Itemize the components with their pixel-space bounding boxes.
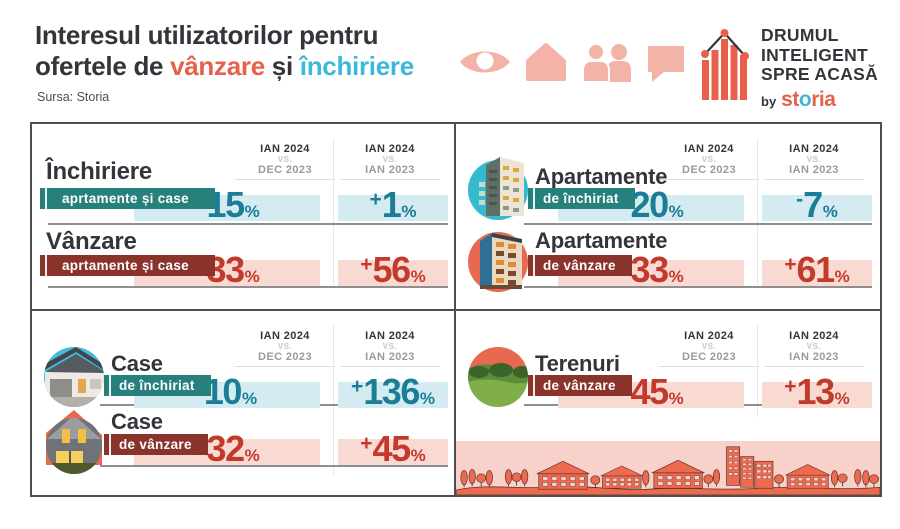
column-divider <box>333 325 334 475</box>
row-divider <box>524 223 872 225</box>
column-header-month: IAN 2024 VS. DEC 2023 <box>659 331 759 367</box>
row-heading-case: Case <box>111 351 163 376</box>
panel-inchiriere-vanzare: IAN 2024 VS. DEC 2023 IAN 2024 VS. IAN 2… <box>32 124 456 311</box>
row-heading-apartamente: Apartamente <box>535 228 668 253</box>
data-grid: IAN 2024 VS. DEC 2023 IAN 2024 VS. IAN 2… <box>30 122 882 497</box>
storia-logo: DRUMUL INTELIGENT SPRE ACASĂ by storia <box>700 25 879 112</box>
row-tag: aprtamente și case <box>40 188 215 209</box>
users-icon <box>581 42 633 87</box>
value-band: +136% <box>338 374 448 410</box>
value-yoy: +1% <box>369 184 417 225</box>
row-divider <box>48 286 448 288</box>
row-tag: de închiriat <box>104 375 211 396</box>
header-rule <box>235 179 335 180</box>
source-label: Sursa: Storia <box>37 90 110 104</box>
logo-byline: by storia <box>761 88 878 112</box>
row-tag: de vânzare <box>104 434 208 455</box>
value-band: +61% <box>762 252 872 288</box>
house-rent-photo <box>43 339 109 411</box>
value-yoy: -7% <box>796 184 838 225</box>
value-band: -7% <box>762 187 872 223</box>
row-divider <box>524 286 872 288</box>
panel-apartamente: IAN 2024 VS. DEC 2023 IAN 2024 VS. IAN 2023 … <box>456 124 880 311</box>
value-band: +45% <box>338 431 448 467</box>
header-rule <box>340 179 440 180</box>
value-yoy: +45% <box>360 428 426 469</box>
column-header-month: IAN 2024 VS. DEC 2023 <box>659 144 759 180</box>
decorative-icon-row <box>458 42 686 86</box>
title-word-rent: închiriere <box>299 51 414 82</box>
row-heading-inchiriere: Închiriere <box>46 158 153 185</box>
column-header-month: IAN 2024 VS. DEC 2023 <box>235 331 335 367</box>
apartments-sale-photo <box>467 224 533 296</box>
row-heading-case: Case <box>111 409 163 434</box>
speech-bubble-icon <box>646 42 686 87</box>
title-line2-prefix: ofertele de <box>35 51 171 82</box>
column-divider <box>757 138 758 288</box>
value-band: +32% <box>134 431 320 467</box>
column-header-year: IAN 2024 VS. IAN 2023 <box>340 144 440 180</box>
cityscape-illustration <box>456 441 880 495</box>
column-header-year: IAN 2024 VS. IAN 2023 <box>764 144 864 180</box>
row-heading-terenuri: Terenuri <box>535 351 620 376</box>
bar-chart-house-icon <box>700 26 750 112</box>
column-divider <box>757 325 758 417</box>
value-band: +33% <box>558 252 744 288</box>
value-band: +1% <box>338 187 448 223</box>
logo-line2: INTELIGENT <box>761 44 869 65</box>
title-conjunction: și <box>264 51 300 82</box>
row-divider <box>48 223 448 225</box>
land-photo <box>467 339 533 411</box>
row-tag: de vânzare <box>528 255 632 276</box>
value-yoy: +136% <box>351 371 435 412</box>
logo-line3: SPRE ACASĂ <box>761 64 879 85</box>
row-tag: de închiriat <box>528 188 635 209</box>
row-divider <box>100 465 448 467</box>
column-divider <box>333 138 334 288</box>
eye-icon <box>458 45 512 84</box>
value-yoy: +56% <box>360 249 426 290</box>
row-tag: aprtamente și case <box>40 255 215 276</box>
logo-line1: DRUMUL <box>761 25 839 45</box>
column-header-year: IAN 2024 VS. IAN 2023 <box>764 331 864 367</box>
value-yoy: +61% <box>784 249 850 290</box>
title-word-sale: vânzare <box>170 51 265 82</box>
page-title: Interesul utilizatorilor pentru ofertele… <box>35 20 414 82</box>
row-tag: de vânzare <box>528 375 632 396</box>
storia-wordmark: storia <box>781 87 836 111</box>
value-yoy: +13% <box>784 371 850 412</box>
column-header-year: IAN 2024 VS. IAN 2023 <box>340 331 440 367</box>
value-band: +13% <box>762 374 872 410</box>
logo-text: DRUMUL INTELIGENT SPRE ACASĂ by storia <box>761 25 879 112</box>
value-band: +56% <box>338 252 448 288</box>
row-heading-vanzare: Vânzare <box>46 228 137 255</box>
row-heading-apartamente: Apartamente <box>535 164 668 189</box>
logo-by-word: by <box>761 93 777 109</box>
column-header-month: IAN 2024 VS. DEC 2023 <box>235 144 335 180</box>
panel-terenuri: IAN 2024 VS. DEC 2023 IAN 2024 VS. IAN 2023 <box>456 311 880 495</box>
house-icon <box>525 42 567 87</box>
panel-case: IAN 2024 VS. DEC 2023 IAN 2024 VS. IAN 2023 <box>32 311 456 495</box>
apartments-rent-photo <box>467 152 533 224</box>
house-sale-photo <box>43 407 109 479</box>
title-line1: Interesul utilizatorilor pentru <box>35 20 379 50</box>
